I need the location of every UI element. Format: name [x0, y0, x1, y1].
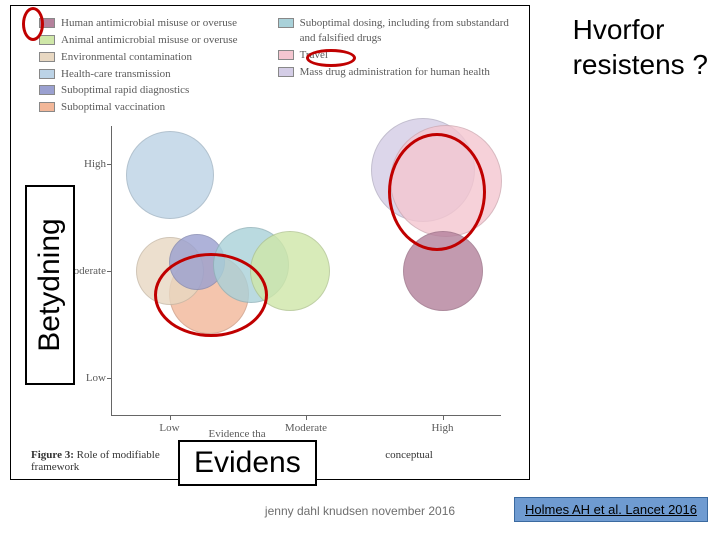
- caption-tail: conceptual: [385, 449, 433, 461]
- legend-label: Human antimicrobial misuse or overuse: [61, 16, 237, 31]
- y-axis: [111, 126, 112, 416]
- title-line-1: Hvorfor: [573, 14, 665, 45]
- citation-box: Holmes AH et al. Lancet 2016: [514, 497, 708, 522]
- legend-label: Animal antimicrobial misuse or overuse: [61, 33, 238, 48]
- legend-label: Suboptimal vaccination: [61, 100, 165, 115]
- y-axis-label-box: Betydning: [25, 185, 75, 385]
- x-tick-mark: [170, 416, 171, 420]
- x-axis-label-text: Evidens: [194, 446, 301, 479]
- y-axis-label-text: Betydning: [33, 218, 66, 351]
- caption-b: framework: [31, 461, 79, 473]
- legend-col-1: Human antimicrobial misuse or overuse Ani…: [39, 16, 238, 115]
- legend-label: Health-care transmission: [61, 67, 171, 82]
- y-tick-mark: [107, 164, 111, 165]
- legend-col-2: Suboptimal dosing, including from substa…: [278, 16, 510, 115]
- footer-credit: jenny dahl knudsen november 2016: [265, 504, 455, 518]
- highlight-ellipse: [388, 133, 486, 251]
- legend-item: Health-care transmission: [39, 67, 238, 82]
- highlight-ellipse: [22, 7, 44, 41]
- legend-swatch: [39, 102, 55, 112]
- legend: Human antimicrobial misuse or overuse Ani…: [39, 16, 510, 115]
- x-tick-label: High: [432, 422, 454, 434]
- highlight-ellipse: [154, 253, 268, 337]
- legend-swatch: [39, 35, 55, 45]
- caption-bold: Figure 3:: [31, 449, 74, 461]
- x-axis-label-left: Evidence tha: [209, 428, 266, 440]
- slide-title: Hvorfor resistens ?: [573, 12, 708, 82]
- legend-item: Animal antimicrobial misuse or overuse: [39, 33, 238, 48]
- legend-item: Environmental contamination: [39, 50, 238, 65]
- x-axis-label-box: Evidens: [178, 440, 317, 486]
- legend-label: Environmental contamination: [61, 50, 192, 65]
- legend-swatch: [278, 18, 294, 28]
- highlight-ellipse: [306, 49, 356, 67]
- x-tick-label: Low: [159, 422, 179, 434]
- y-tick-mark: [107, 271, 111, 272]
- x-tick-mark: [443, 416, 444, 420]
- title-line-2: resistens ?: [573, 49, 708, 80]
- legend-label: Suboptimal rapid diagnostics: [61, 83, 189, 98]
- citation-text: Holmes AH et al. Lancet 2016: [525, 502, 697, 517]
- legend-item: Suboptimal vaccination: [39, 100, 238, 115]
- legend-item: Mass drug administration for human healt…: [278, 65, 510, 80]
- legend-swatch: [39, 52, 55, 62]
- legend-item: Suboptimal dosing, including from substa…: [278, 16, 510, 46]
- legend-swatch: [39, 69, 55, 79]
- y-tick-mark: [107, 378, 111, 379]
- x-tick-label: Moderate: [285, 422, 327, 434]
- legend-item: Human antimicrobial misuse or overuse: [39, 16, 238, 31]
- caption-a: Role of modifiable: [74, 449, 160, 461]
- data-bubble: [126, 131, 214, 219]
- x-tick-mark: [306, 416, 307, 420]
- legend-swatch: [278, 50, 294, 60]
- legend-swatch: [278, 67, 294, 77]
- legend-swatch: [39, 85, 55, 95]
- legend-item: Suboptimal rapid diagnostics: [39, 83, 238, 98]
- legend-label: Suboptimal dosing, including from substa…: [300, 16, 510, 46]
- y-tick-label: High: [51, 158, 106, 170]
